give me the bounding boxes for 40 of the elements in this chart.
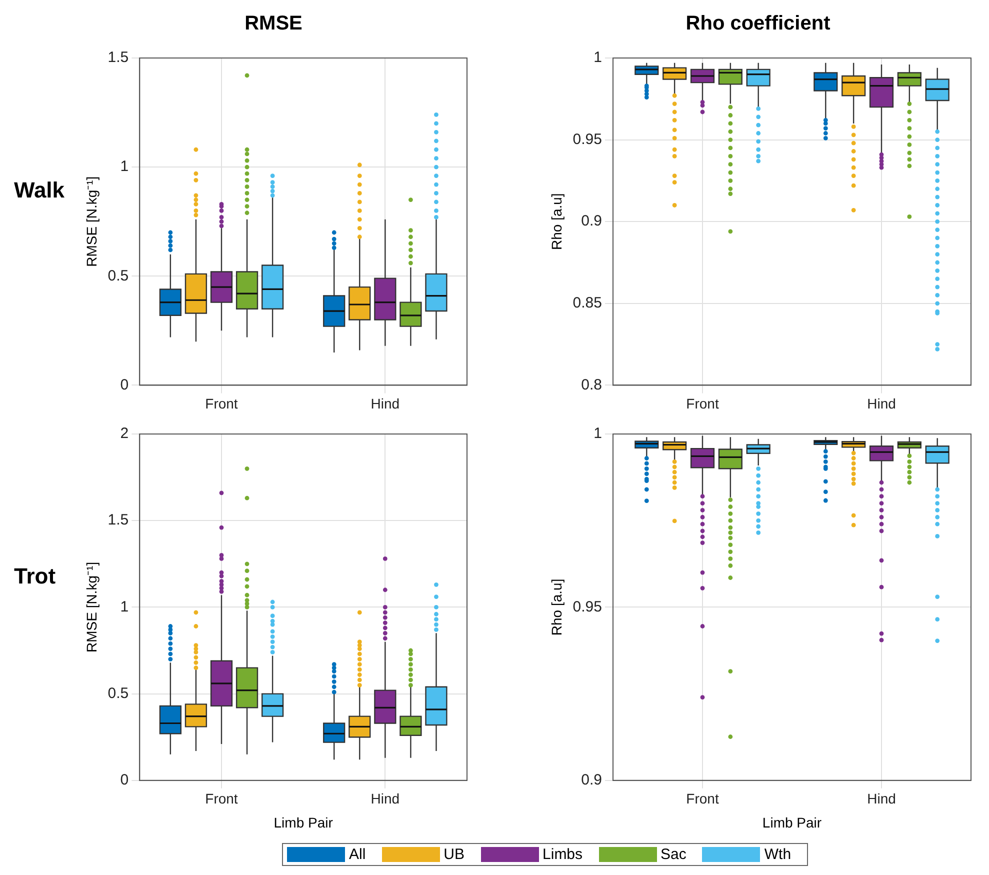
x-axis-title: Limb Pair xyxy=(274,814,334,830)
y-tick-label: 0.95 xyxy=(572,598,602,616)
y-axis-title: RMSE [N.kg⁻¹] xyxy=(83,562,100,652)
x-tick-label: Front xyxy=(686,395,719,412)
legend-label: Sac xyxy=(660,846,686,863)
y-tick-label: 0 xyxy=(120,376,129,394)
x-tick-label: Front xyxy=(686,790,719,807)
legend-label: All xyxy=(349,846,366,863)
x-tick-label: Hind xyxy=(370,395,400,412)
x-tick-label: Hind xyxy=(867,395,896,412)
y-tick-label: 0 xyxy=(120,772,129,789)
x-tick-label: Hind xyxy=(867,790,896,807)
y-tick-label: 2 xyxy=(120,425,129,442)
y-tick-label: 0.8 xyxy=(581,376,602,394)
y-tick-label: 1 xyxy=(120,598,129,616)
chart-title: RMSE xyxy=(244,12,302,35)
y-tick-label: 1.5 xyxy=(108,49,129,66)
y-tick-label: 1.5 xyxy=(108,512,129,529)
legend-label: UB xyxy=(444,846,465,863)
text: Trot xyxy=(14,563,56,588)
y-tick-label: 0.85 xyxy=(572,294,602,312)
legend-label: Wth xyxy=(764,846,792,863)
legend-label: Limbs xyxy=(542,846,583,863)
y-tick-label: 0.9 xyxy=(581,212,602,230)
x-tick-label: Front xyxy=(205,395,238,412)
y-tick-label: 1 xyxy=(120,158,129,176)
y-axis-title: Rho [a.u] xyxy=(548,578,564,636)
x-axis-title: Limb Pair xyxy=(762,814,822,830)
y-tick-label: 1 xyxy=(594,49,602,66)
y-axis-title: Rho [a.u] xyxy=(548,193,564,250)
y-tick-label: 0.5 xyxy=(108,684,129,702)
y-tick-label: 0.9 xyxy=(581,772,602,789)
x-tick-label: Hind xyxy=(370,790,400,807)
x-tick-label: Front xyxy=(205,790,238,807)
y-tick-label: 1 xyxy=(594,425,602,442)
y-tick-label: 0.5 xyxy=(108,267,129,284)
y-tick-label: 0.95 xyxy=(572,130,602,148)
chart-title: Rho coefficient xyxy=(686,12,831,35)
y-axis-title: RMSE [N.kg⁻¹] xyxy=(83,176,100,267)
text: Walk xyxy=(14,178,66,203)
